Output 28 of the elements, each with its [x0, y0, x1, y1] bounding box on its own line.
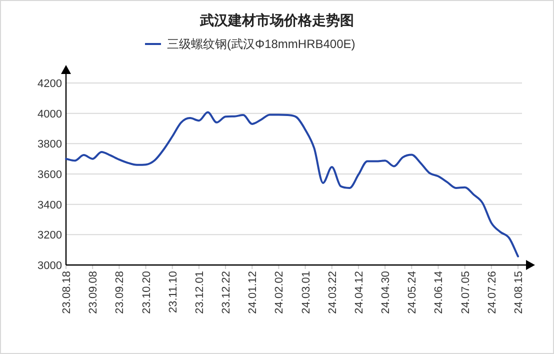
y-tick-label: 3800 — [38, 138, 62, 151]
x-tick-label: 24.04.12 — [353, 271, 366, 314]
x-tick-label: 23.10.20 — [140, 271, 153, 314]
line-series — [65, 111, 519, 258]
chart-title: 武汉建材市场价格走势图 — [199, 12, 354, 28]
x-tick-label: 24.07.05 — [460, 271, 472, 314]
x-tick-label: 23.09.08 — [88, 271, 100, 314]
x-tick-label: 24.08.15 — [513, 271, 525, 314]
y-tick-label: 4000 — [38, 108, 62, 120]
y-tick-label: 3400 — [38, 199, 62, 212]
legend-label: 三级螺纹钢(武汉Φ18mmHRB400E) — [167, 37, 356, 51]
x-tick-label: 23.12.22 — [220, 271, 233, 314]
x-tick-label: 23.08.18 — [61, 271, 73, 314]
y-tick-label: 3200 — [38, 230, 62, 242]
x-tick-label: 24.01.12 — [247, 271, 260, 314]
x-tick-label: 24.03.01 — [300, 271, 312, 314]
x-tick-label: 24.05.24 — [406, 271, 419, 314]
x-tick-label: 24.03.22 — [326, 271, 339, 314]
y-tick-label: 4200 — [38, 78, 62, 90]
x-tick-label: 24.04.30 — [380, 271, 392, 314]
x-tick-label: 23.11.10 — [167, 271, 180, 314]
x-tick-label: 24.02.02 — [274, 271, 286, 314]
y-tick-label: 3600 — [38, 169, 62, 181]
x-tick-label: 24.06.14 — [433, 271, 446, 314]
y-tick-label: 3000 — [38, 260, 62, 272]
x-tick-label: 24.07.26 — [486, 271, 498, 314]
x-tick-label: 23.09.28 — [114, 271, 126, 314]
x-tick-label: 23.12.01 — [194, 271, 206, 314]
